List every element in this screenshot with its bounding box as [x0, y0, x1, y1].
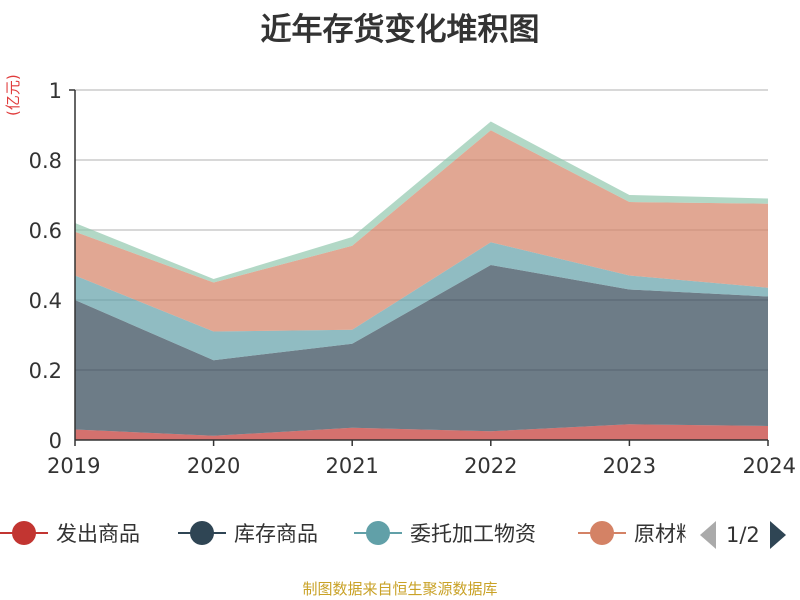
- stacked-area-chart: 0 0.2 0.4 0.6 0.8 1 2019 2020 2021 2022 2023 2024: [29, 79, 796, 478]
- y-tick-label: 0.8: [29, 149, 62, 173]
- legend-label-3: 原材料: [634, 522, 686, 546]
- legend-item-2[interactable]: 委托加工物资: [354, 518, 536, 548]
- x-tick-label: 2021: [325, 454, 378, 478]
- x-tick-label: 2024: [743, 454, 796, 478]
- legend-prev-arrow-icon[interactable]: [700, 521, 716, 549]
- area-series-3: [75, 130, 768, 332]
- legend-next-arrow-icon[interactable]: [769, 521, 786, 549]
- legend-symbol-0: [0, 518, 48, 548]
- area-series-0: [75, 424, 768, 440]
- area-series-4: [75, 121, 768, 283]
- legend-label-0: 发出商品: [56, 522, 140, 546]
- x-tick-label: 2020: [187, 454, 240, 478]
- area-series-1: [75, 265, 768, 436]
- legend-item-1[interactable]: 库存商品: [178, 518, 318, 548]
- x-tick-label: 2022: [464, 454, 517, 478]
- legend-item-0[interactable]: 发出商品: [0, 518, 140, 548]
- y-tick-label: 0: [49, 429, 62, 453]
- y-tick-label: 0.6: [29, 219, 62, 243]
- legend-label-2: 委托加工物资: [410, 522, 536, 546]
- legend-symbol-2: [354, 518, 402, 548]
- legend-page-indicator: 1/2: [726, 523, 760, 547]
- x-tick-label: 2019: [47, 454, 100, 478]
- y-tick-label: 0.2: [29, 359, 62, 383]
- legend: 发出商品 库存商品 委托加工物资 原材料 1/2: [0, 512, 800, 556]
- area-series-2: [75, 242, 768, 361]
- legend-items: 发出商品 库存商品 委托加工物资 原材料: [0, 512, 686, 556]
- y-tick-label: 0.4: [29, 289, 62, 313]
- y-tick-label: 1: [49, 79, 62, 103]
- legend-label-1: 库存商品: [234, 522, 318, 546]
- x-tick-label: 2023: [603, 454, 656, 478]
- legend-symbol-3: [578, 518, 626, 548]
- legend-pager: 1/2: [700, 520, 786, 550]
- data-source-note: 制图数据来自恒生聚源数据库: [302, 580, 498, 598]
- legend-symbol-1: [178, 518, 226, 548]
- legend-item-3[interactable]: 原材料: [578, 518, 686, 548]
- chart-title: 近年存货变化堆积图: [260, 12, 540, 48]
